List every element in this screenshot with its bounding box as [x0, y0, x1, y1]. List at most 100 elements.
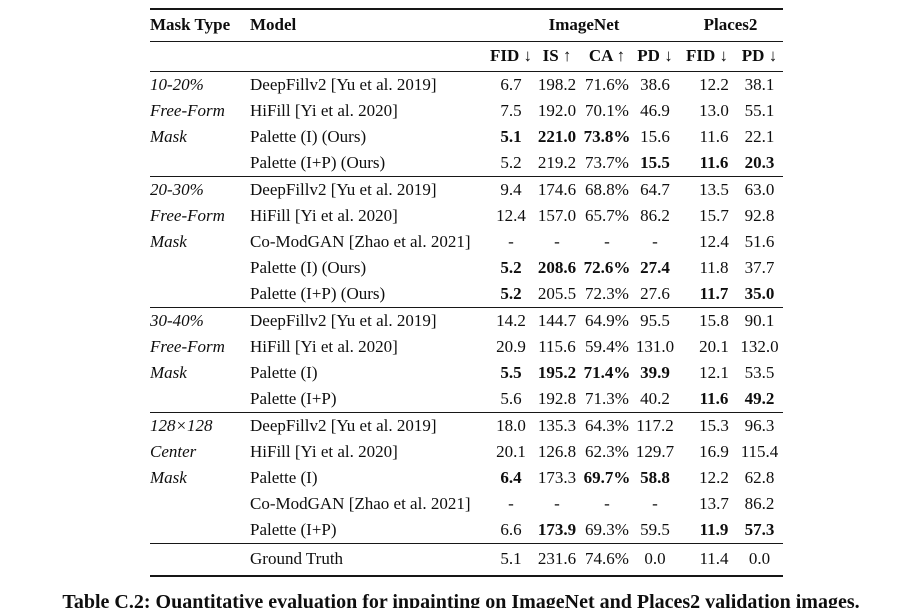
metric-value: 15.6: [640, 127, 670, 146]
metric-value: 72.3%: [585, 284, 629, 303]
metric-value: 20.9: [496, 337, 526, 356]
table-row: Free-Form HiFill [Yi et al. 2020] 7.5 192.0…: [150, 98, 783, 124]
table-row: Palette (I+P) (Ours) 5.2 219.2 73.7% 15.5 11.…: [150, 150, 783, 177]
col-header-ca-imagenet: CA ↑: [582, 41, 632, 72]
metric-value: 20.3: [744, 153, 775, 172]
metric-value: 53.5: [744, 363, 775, 382]
col-header-pd-imagenet: PD ↓: [632, 41, 678, 72]
mask-type-label: [150, 517, 250, 544]
metric-value: 12.2: [699, 468, 729, 487]
metric-value: 63.0: [736, 176, 784, 203]
metric-value: 205.5: [537, 284, 577, 303]
metric-value: 117.2: [632, 412, 678, 439]
metric-value: 5.2: [500, 153, 522, 172]
model-label: Co-ModGAN [Zhao et al. 2021]: [250, 232, 471, 251]
metric-value: 5.2: [500, 284, 522, 303]
table-row: Mask Palette (I) (Ours) 5.1 221.0 73.8% 15.6 1…: [150, 124, 783, 150]
metric-value: 71.4%: [583, 363, 631, 382]
metric-value: 132.0: [740, 337, 779, 356]
model-label: Palette (I) (Ours): [250, 258, 367, 277]
model-label: Co-ModGAN [Zhao et al. 2021]: [250, 494, 471, 513]
metric-value: 12.1: [699, 363, 729, 382]
metric-value: -: [604, 494, 610, 513]
model-label: HiFill [Yi et al. 2020]: [250, 442, 398, 461]
metric-value: 22.1: [744, 127, 775, 146]
mask-type-label: 10-20%: [150, 75, 204, 94]
mask-type-label: Free-Form: [150, 101, 225, 120]
metric-value: 27.4: [640, 258, 670, 277]
table-row: Palette (I+P) 6.6 173.9 69.3% 59.5 11.9 57.3: [150, 517, 783, 544]
metric-value: 51.6: [744, 232, 775, 251]
metric-value: 20.1: [699, 337, 729, 356]
table-row: Center HiFill [Yi et al. 2020] 20.1 126.8 62…: [150, 439, 783, 465]
mask-type-label: [150, 150, 250, 177]
metric-value: 173.9: [537, 520, 577, 539]
table-row: Palette (I) (Ours) 5.2 208.6 72.6% 27.4 11.8 3…: [150, 255, 783, 281]
mask-type-label: 128×128: [150, 412, 250, 439]
metric-value: 20.1: [496, 442, 526, 461]
col-header-mask-type: Mask Type: [150, 9, 250, 42]
mask-type-label: Center: [150, 442, 197, 461]
metric-value: 14.2: [490, 307, 532, 334]
model-label: DeepFillv2 [Yu et al. 2019]: [250, 307, 490, 334]
metric-value: -: [554, 494, 560, 513]
metric-value: 27.6: [640, 284, 670, 303]
metric-value: 115.6: [538, 337, 576, 356]
metric-value: 12.4: [699, 232, 729, 251]
metric-value: 5.2: [500, 258, 522, 277]
results-table: Mask Type Model ImageNet Places2 FID ↓ I…: [150, 8, 784, 577]
metric-value: 40.2: [640, 389, 670, 408]
metric-value: 12.4: [496, 206, 526, 225]
model-label: HiFill [Yi et al. 2020]: [250, 337, 398, 356]
metric-value: 68.8%: [582, 176, 632, 203]
metric-value: 0.0: [736, 543, 784, 576]
metric-value: 69.7%: [583, 468, 631, 487]
metric-value: 86.2: [640, 206, 670, 225]
mask-type-label: [150, 255, 250, 281]
metric-value: 13.7: [699, 494, 729, 513]
metric-value: 129.7: [635, 442, 675, 461]
ground-truth-row: Ground Truth 5.1 231.6 74.6% 0.0 11.4 0.…: [150, 543, 784, 576]
metric-value: 64.3%: [582, 412, 632, 439]
col-header-model: Model: [250, 9, 490, 42]
metric-value: 11.6: [699, 389, 729, 408]
metric-value: 11.6: [699, 127, 729, 146]
header-row-top: Mask Type Model ImageNet Places2: [150, 9, 784, 42]
metric-value: 157.0: [537, 206, 577, 225]
empty-header-cell: [250, 41, 490, 72]
metric-value: 74.6%: [582, 543, 632, 576]
model-label: Palette (I): [250, 363, 318, 382]
metric-value: 92.8: [744, 206, 775, 225]
table-row: Palette (I+P) (Ours) 5.2 205.5 72.3% 27.6 11.…: [150, 281, 783, 308]
metric-value: 69.3%: [585, 520, 629, 539]
metric-value: 38.6: [640, 75, 670, 94]
mask-type-label: [150, 281, 250, 308]
table-row: 128×128 DeepFillv2 [Yu et al. 2019] 18.0 13…: [150, 412, 784, 439]
metric-value: 39.9: [640, 363, 670, 382]
metric-value: 96.3: [736, 412, 784, 439]
metric-value: 62.8: [744, 468, 775, 487]
metric-value: 59.5: [640, 520, 670, 539]
table-row: Mask Co-ModGAN [Zhao et al. 2021] - - - - 12.4…: [150, 229, 783, 255]
metric-value: 37.7: [744, 258, 775, 277]
metric-value: 11.8: [699, 258, 729, 277]
table-header: Mask Type Model ImageNet Places2 FID ↓ I…: [150, 9, 784, 72]
metric-value: 5.1: [490, 543, 532, 576]
header-row-metrics: FID ↓ IS ↑ CA ↑ PD ↓ FID ↓ PD ↓: [150, 41, 784, 72]
table-row: Mask Palette (I) 5.5 195.2 71.4% 39.9 12.1 53.5: [150, 360, 783, 386]
metric-value: 9.4: [490, 176, 532, 203]
metric-value: 13.5: [678, 176, 736, 203]
metric-value: 73.7%: [585, 153, 629, 172]
col-group-places2: Places2: [678, 9, 784, 42]
metric-value: 221.0: [537, 127, 577, 146]
model-label: HiFill [Yi et al. 2020]: [250, 206, 398, 225]
metric-value: 6.7: [500, 75, 522, 94]
metric-value: 71.6%: [585, 75, 629, 94]
mask-type-label: Mask: [150, 468, 187, 487]
table-row: Free-Form HiFill [Yi et al. 2020] 12.4 157.…: [150, 203, 783, 229]
metric-value: -: [604, 232, 610, 251]
col-group-imagenet: ImageNet: [490, 9, 678, 42]
metric-value: 73.8%: [583, 127, 631, 146]
metric-value: 86.2: [744, 494, 775, 513]
metric-value: 11.9: [699, 520, 729, 539]
